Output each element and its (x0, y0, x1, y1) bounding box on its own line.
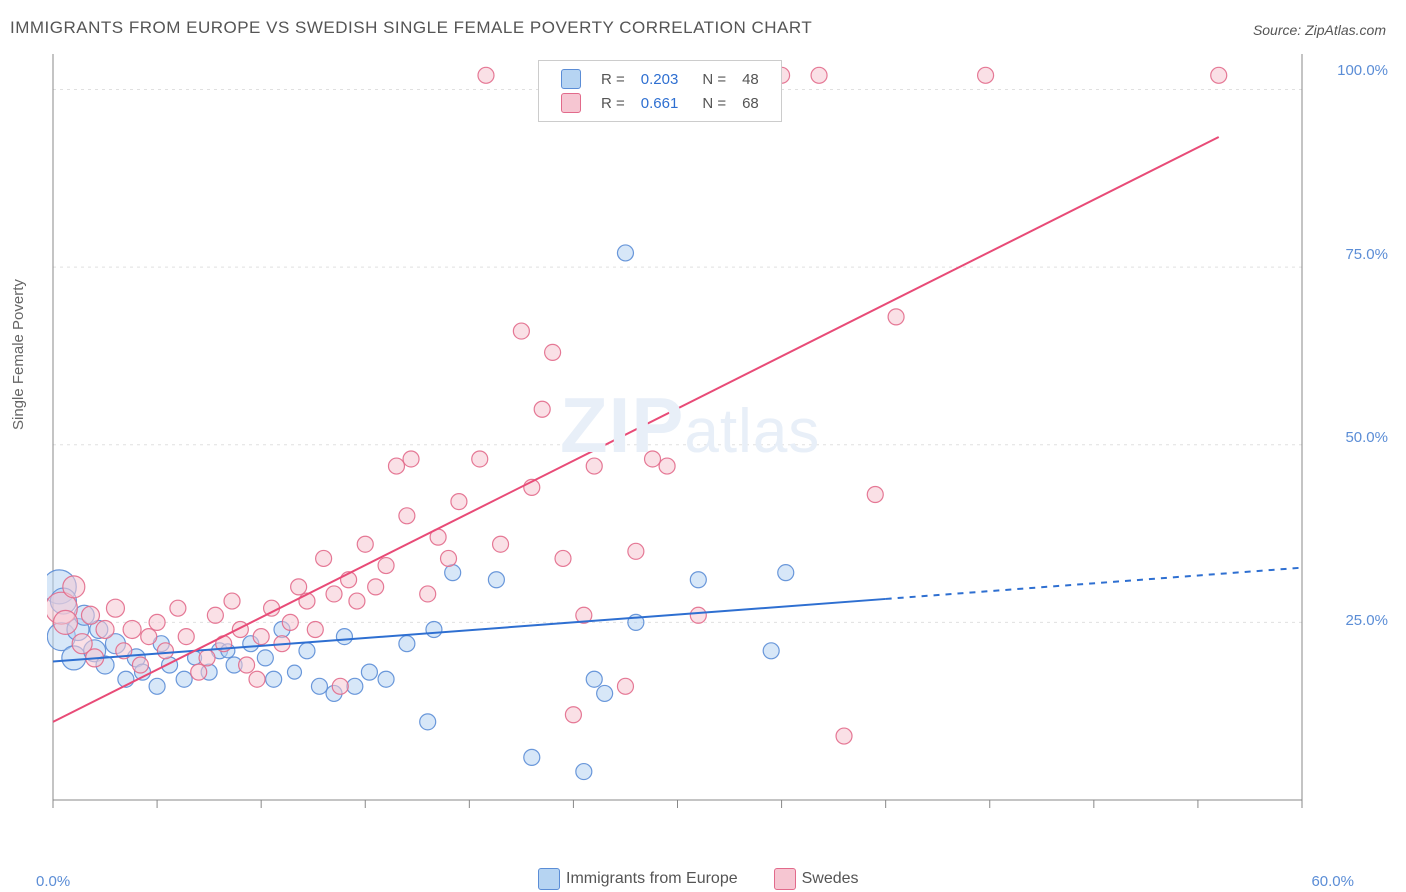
legend-swatch (561, 93, 581, 113)
legend-r-label: R = (593, 67, 633, 91)
legend-n-value: 48 (734, 67, 767, 91)
legend-series-item: Immigrants from Europe (538, 870, 738, 887)
scatter-chart-svg (47, 48, 1355, 828)
legend-series-label: Swedes (802, 870, 859, 887)
legend-series: Immigrants from Europe Swedes (520, 868, 877, 890)
y-axis-label: Single Female Poverty (10, 279, 27, 430)
ytick-label: 100.0% (1337, 62, 1388, 79)
legend-swatch (561, 69, 581, 89)
legend-n-value: 68 (734, 91, 767, 115)
chart-title: IMMIGRANTS FROM EUROPE VS SWEDISH SINGLE… (10, 18, 812, 38)
legend-series-item: Swedes (774, 870, 859, 887)
legend-swatch (538, 868, 560, 890)
xtick-label: 0.0% (36, 873, 70, 890)
legend-swatch (774, 868, 796, 890)
ytick-label: 75.0% (1345, 246, 1388, 263)
ytick-label: 25.0% (1345, 612, 1388, 629)
legend-r-label: R = (593, 91, 633, 115)
legend-stats-row: R =0.203N =48 (553, 67, 767, 91)
legend-stats: R =0.203N =48R = 0.661N =68 (538, 60, 782, 122)
legend-n-label: N = (686, 91, 734, 115)
legend-n-label: N = (686, 67, 734, 91)
chart-area (47, 48, 1355, 828)
chart-source: Source: ZipAtlas.com (1253, 22, 1386, 38)
legend-stats-row: R = 0.661N =68 (553, 91, 767, 115)
legend-r-value: 0.203 (633, 67, 687, 91)
legend-r-value: 0.661 (633, 91, 687, 115)
legend-series-label: Immigrants from Europe (566, 870, 738, 887)
ytick-label: 50.0% (1345, 429, 1388, 446)
xtick-label: 60.0% (1311, 873, 1354, 890)
